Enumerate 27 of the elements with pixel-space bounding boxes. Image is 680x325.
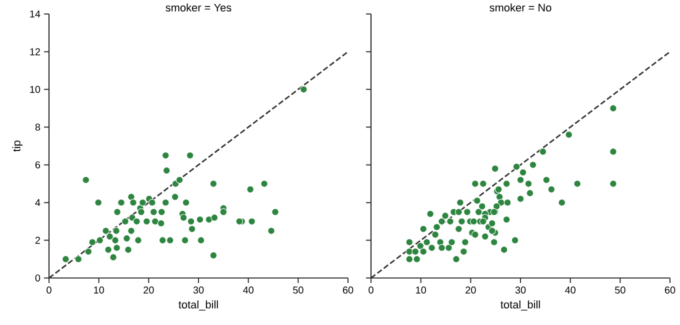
x-tick-label: 30	[193, 286, 204, 294]
x-tick-label: 10	[416, 286, 426, 294]
x-tick-label: 50	[615, 286, 626, 294]
x-tick-label: 40	[565, 286, 576, 294]
x-tick-label: 20	[144, 286, 154, 294]
y-tick-label: 6	[35, 161, 40, 168]
x-tick-label: 10	[94, 286, 104, 294]
x-tick-label: 20	[466, 286, 476, 294]
y-tick-label: 12	[30, 48, 40, 56]
chart-title: smoker = Yes	[166, 3, 232, 12]
y-tick-label: 8	[35, 124, 40, 131]
x-axis-title: total_bill	[178, 300, 218, 311]
x-tick-label: 0	[46, 286, 52, 294]
x-tick-label: 0	[368, 286, 374, 294]
y-tick-label: 0	[35, 274, 40, 282]
x-axis-title: total_bill	[500, 300, 540, 311]
y-tick-label: 4	[35, 199, 40, 206]
x-tick-label: 60	[664, 286, 676, 294]
y-tick-label: 10	[30, 86, 40, 93]
x-tick-label: 40	[243, 286, 254, 294]
y-tick-label: 2	[35, 236, 40, 244]
x-tick-label: 30	[515, 286, 526, 294]
x-tick-label: 60	[342, 286, 354, 294]
y-tick-label: 14	[30, 10, 40, 18]
y-axis-title: tip	[12, 140, 23, 152]
x-tick-label: 50	[293, 286, 304, 294]
chart-title: smoker = No	[490, 3, 552, 12]
